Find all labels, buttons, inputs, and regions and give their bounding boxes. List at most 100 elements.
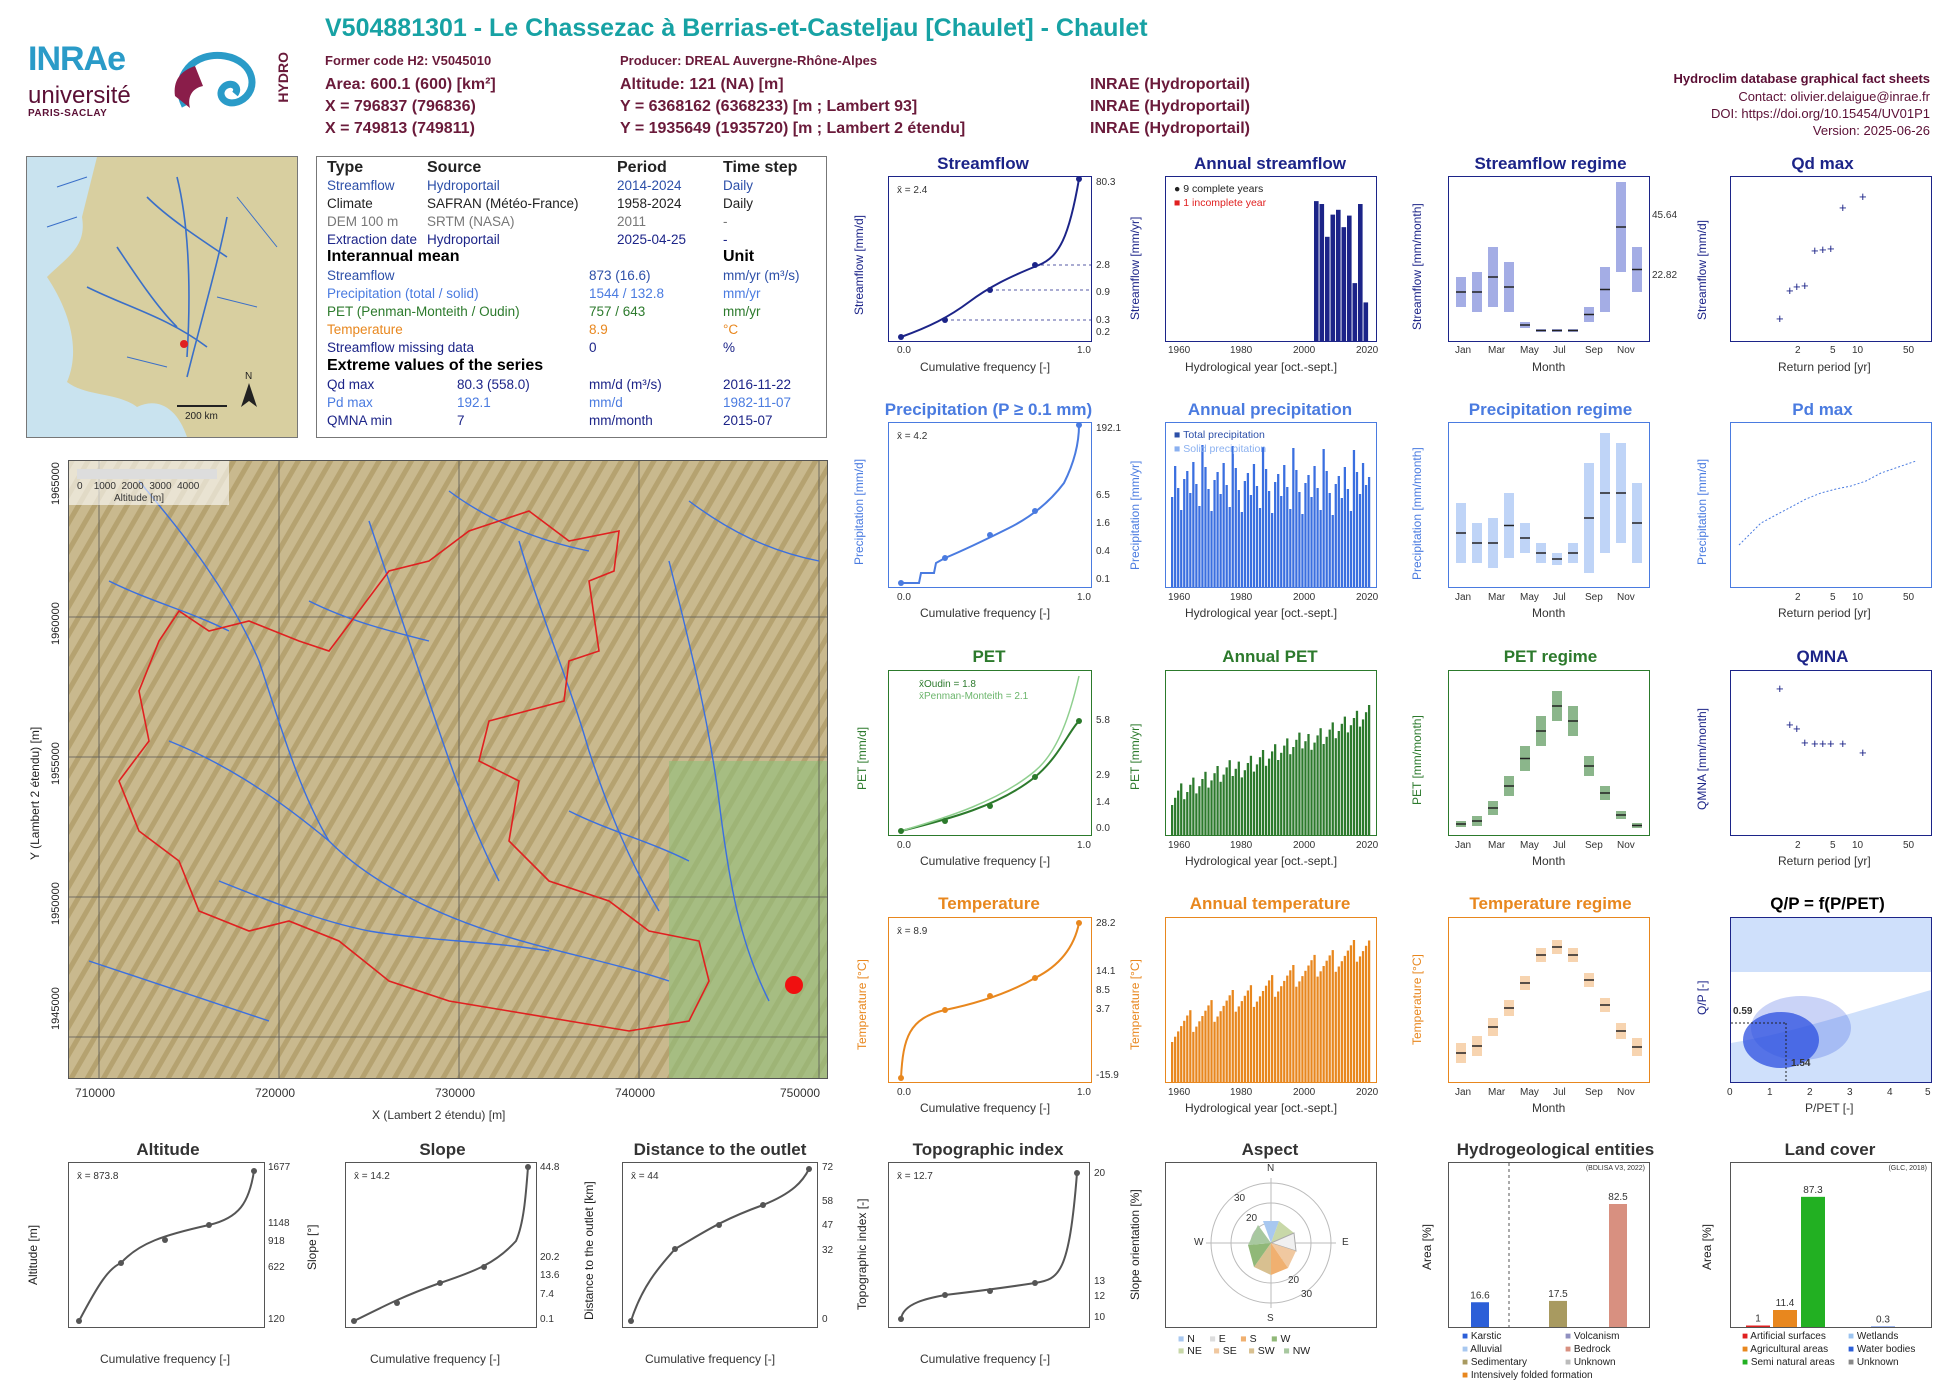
annual-streamflow-title: Annual streamflow	[1193, 154, 1347, 173]
doi-link[interactable]: DOI: https://doi.org/10.15454/UV01P1	[1711, 106, 1930, 121]
svg-text:+: +	[1786, 717, 1794, 732]
precip-bar	[1231, 446, 1234, 587]
slope-q: 0.1	[540, 1314, 554, 1325]
precip-xlabel: Cumulative frequency [-]	[920, 606, 1051, 620]
pet-bar	[1198, 786, 1201, 835]
distance-ylabel: Distance to the outlet [km]	[582, 1181, 596, 1320]
precip-bar	[1198, 506, 1201, 587]
pet-bar	[1364, 712, 1368, 835]
relief-xtick: 740000	[615, 1086, 656, 1100]
temp-bar	[1210, 1000, 1213, 1082]
precip-title: Precipitation (P ≥ 0.1 mm)	[884, 400, 1093, 419]
landcover-ylabel: Area [%]	[1700, 1223, 1714, 1270]
x-tick: Jul	[1553, 592, 1566, 603]
temp-bar	[1322, 966, 1325, 1082]
slope-q: 7.4	[540, 1289, 554, 1300]
annual-pet-xlabel: Hydrological year [oct.-sept.]	[1185, 854, 1338, 868]
contact-link[interactable]: Contact: olivier.delaigue@inrae.fr	[1738, 89, 1930, 104]
streamflow-bar	[1325, 236, 1330, 341]
landcover-source: (GLC, 2018)	[1888, 1165, 1927, 1172]
x-tick: Nov	[1617, 345, 1635, 356]
temp-bar	[1319, 971, 1322, 1082]
aspect-legend: ■ N ■ E ■ S ■ W ■ NE ■ SE ■ SW ■ NW	[1178, 1333, 1311, 1357]
y-lambert2e: Y = 1935649 (1935720) [m ; Lambert 2 éte…	[620, 120, 966, 137]
aspect-title: Aspect	[1241, 1140, 1299, 1159]
temp-bar	[1277, 991, 1280, 1082]
pet-q: 0.0	[1096, 823, 1110, 834]
temp-bar	[1289, 970, 1292, 1082]
streamflow-bar	[1341, 227, 1347, 341]
precip-bar	[1349, 511, 1353, 587]
svg-text:+: +	[1839, 200, 1847, 215]
legend-total: ■ Total precipitation	[1174, 429, 1265, 441]
x-tick: Nov	[1617, 840, 1635, 851]
pet-bar	[1195, 793, 1198, 835]
paris-saclay-label: PARIS-SACLAY	[28, 108, 108, 119]
precip-bar	[1177, 488, 1180, 587]
france-minimap: N 200 km	[26, 156, 298, 438]
temp-regime-plot	[1448, 917, 1650, 1083]
temp-q: 14.1	[1096, 966, 1116, 977]
topo-xlabel: Cumulative frequency [-]	[920, 1352, 1051, 1366]
streamflow-bar	[1358, 204, 1363, 341]
annual-pet-plot	[1165, 670, 1377, 836]
pet-bar	[1331, 722, 1334, 835]
sf-regime-right: 22.82	[1652, 270, 1678, 281]
temp-xlabel: Cumulative frequency [-]	[920, 1101, 1051, 1115]
database-title: Hydroclim database graphical fact sheets	[1673, 71, 1930, 86]
catchment-relief-map[interactable]: 0 1000 2000 3000 4000 Altitude [m]	[68, 460, 828, 1079]
temp-bar	[1271, 975, 1274, 1082]
svg-text:+: +	[1827, 736, 1835, 751]
precip-q: 192.1	[1096, 423, 1122, 434]
x-tick: 4	[1887, 1087, 1893, 1098]
temp-bar	[1213, 1021, 1216, 1082]
streamflow-q: 0.2	[1096, 327, 1110, 338]
hydro-label: HYDRO	[275, 52, 291, 103]
temp-bar	[1352, 940, 1356, 1082]
pet-bar	[1243, 770, 1246, 835]
streamflow-bar	[1336, 209, 1341, 341]
precip-bar	[1171, 497, 1174, 587]
pet-bar	[1274, 744, 1277, 835]
precip-bar	[1337, 476, 1340, 587]
hydrogeo-source: (BDLISA V3, 2022)	[1585, 1165, 1645, 1172]
streamflow-regime-plot	[1448, 176, 1650, 342]
annual-pet-title: Annual PET	[1222, 647, 1318, 666]
temp-bar	[1267, 980, 1271, 1082]
x-tick: Jan	[1455, 592, 1472, 603]
mean-row: PET (Penman-Monteith / Oudin) 757 / 643 mm…	[327, 304, 761, 319]
precip-bar	[1340, 498, 1343, 587]
pet-bar	[1252, 771, 1256, 835]
extreme-row: Pd max 192.1 mm/d 1982-11-07	[327, 395, 792, 410]
pet-regime-xlabel: Month	[1532, 854, 1566, 868]
temp-bar	[1177, 1031, 1180, 1082]
x-tick: Jul	[1553, 1087, 1566, 1098]
pet-bar	[1358, 726, 1362, 835]
relief-ytick: 1955000	[50, 742, 62, 785]
precip-bar	[1295, 470, 1298, 587]
mean-row: Precipitation (total / solid) 1544 / 132.…	[327, 286, 761, 301]
precip-bar	[1216, 472, 1219, 587]
landcover-legend-2: ■ Wetlands ■ Water bodies ■ Unknown	[1848, 1331, 1916, 1368]
inrae-logo: INRAe	[28, 40, 126, 78]
pet-bar	[1289, 754, 1292, 835]
x-tick: 50	[1903, 592, 1915, 603]
aspect-north: N	[1267, 1163, 1275, 1174]
pet-bar	[1361, 719, 1365, 835]
legend-incomplete: ■ 1 incomplete year	[1174, 197, 1267, 209]
altitude-q: 120	[268, 1314, 285, 1325]
precip-bar	[1204, 467, 1207, 587]
hydrogeo-bar-label: 17.5	[1548, 1289, 1568, 1300]
temp-bar	[1249, 985, 1253, 1082]
pet-bar	[1343, 716, 1346, 835]
svg-text:+: +	[1827, 241, 1835, 256]
temp-bar	[1216, 1016, 1219, 1082]
precip-bar	[1283, 465, 1286, 587]
pd-max-ylabel: Precipitation [mm/d]	[1695, 458, 1709, 565]
x-tick: 2020	[1356, 1087, 1379, 1098]
pet-bar	[1201, 779, 1204, 835]
relief-ylabel: Y (Lambert 2 étendu) [m]	[28, 726, 42, 860]
info-row: Extraction date Hydroportail 2025-04-25-	[327, 232, 728, 247]
pet-bar	[1216, 766, 1219, 835]
pet-q: 1.4	[1096, 797, 1110, 808]
